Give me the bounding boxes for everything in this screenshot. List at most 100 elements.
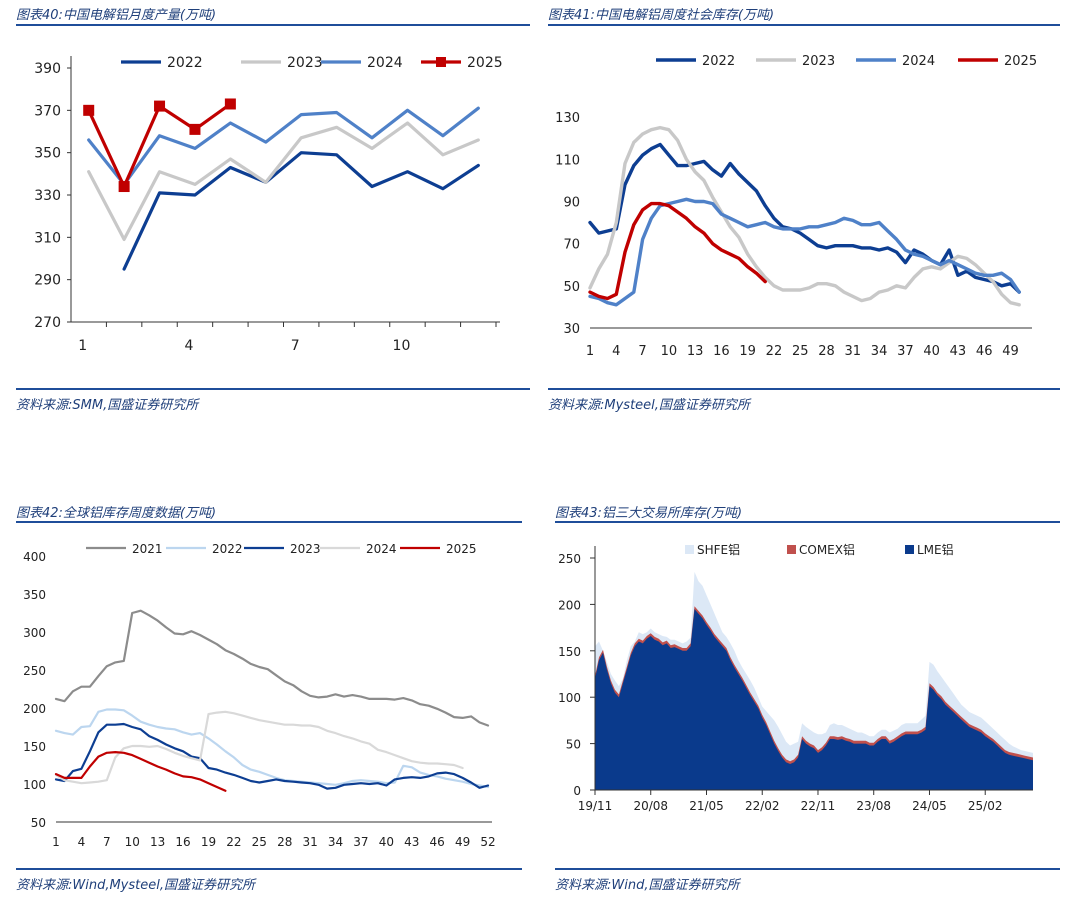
x-tick-label: 22	[226, 835, 241, 849]
series-line-2023	[588, 125, 1021, 307]
x-tick-label: 31	[302, 835, 317, 849]
chart-41: 30 50 70 90 110 130 1 4 7 10 13 16 19 22 25 28 31 34 37 40 4…	[555, 54, 1037, 359]
x-tick-label: 13	[687, 344, 704, 359]
legend-label-SHFE铝: SHFE铝	[697, 542, 740, 557]
panel-42-bottom-rule	[16, 868, 522, 870]
x-tick-label: 37	[353, 835, 368, 849]
legend-marker-2025	[436, 57, 446, 67]
x-tick-label: 28	[277, 835, 292, 849]
y-tick-label: 150	[558, 645, 581, 659]
legend-label-LME铝: LME铝	[917, 542, 954, 557]
y-tick-label: 200	[23, 702, 46, 716]
legend-label-2023: 2023	[290, 542, 321, 556]
panel-43-source: 资料来源:Wind,国盛证券研究所	[555, 878, 740, 893]
x-tick-label: 4	[78, 835, 86, 849]
y-tick-label: 350	[23, 588, 46, 602]
series-line-2022	[54, 708, 490, 789]
y-tick-label: 250	[23, 664, 46, 678]
x-tick-label: 22/11	[801, 799, 836, 813]
x-tick-label: 10	[393, 338, 411, 354]
y-tick-label: 390	[34, 61, 61, 77]
panel-43-bottom-rule	[555, 868, 1060, 870]
y-tick-label: 300	[23, 626, 46, 640]
series-line-2023	[54, 722, 490, 790]
legend-label-2024: 2024	[367, 55, 403, 71]
y-tick-label: 0	[573, 784, 581, 798]
x-tick-label: 16	[713, 344, 730, 359]
chart-43: 0 50 100 150 200 250 19/11 20/08 21/05 22/02 22/11…	[558, 542, 1033, 813]
x-tick-label: 34	[871, 344, 888, 359]
panel-40-source: 资料来源:SMM,国盛证券研究所	[16, 398, 199, 413]
legend-label-2024: 2024	[902, 54, 935, 69]
legend-label-2025: 2025	[467, 55, 503, 71]
legend-label-2022: 2022	[212, 542, 243, 556]
x-tick-label: 40	[379, 835, 394, 849]
series-line-2021	[54, 609, 490, 727]
x-tick-label: 4	[612, 344, 620, 359]
x-tick-label: 49	[455, 835, 470, 849]
data-marker-2025	[118, 181, 130, 193]
x-tick-label: 21/05	[689, 799, 724, 813]
chart-42: 50 100 150 200 250 300 350 400 1 4 7 10 13 16 19 22 25 28…	[23, 542, 496, 849]
y-tick-label: 270	[34, 315, 61, 331]
x-tick-label: 25/02	[968, 799, 1003, 813]
series-line-2023	[87, 121, 480, 241]
data-marker-2025	[189, 123, 201, 135]
x-tick-label: 16	[175, 835, 190, 849]
y-tick-label: 50	[31, 816, 46, 830]
x-tick-label: 37	[897, 344, 914, 359]
panel-41-bottom-rule	[548, 388, 1060, 390]
x-tick-label: 20/08	[633, 799, 668, 813]
x-tick-label: 23/08	[856, 799, 891, 813]
series-line-2024	[54, 710, 464, 785]
series-line-2025	[54, 751, 227, 792]
x-tick-label: 52	[480, 835, 495, 849]
panel-40-bottom-rule	[16, 388, 530, 390]
y-tick-label: 90	[563, 195, 580, 210]
panel-40-title: 图表40:中国电解铝月度产量(万吨)	[16, 8, 217, 23]
legend-label-2024: 2024	[366, 542, 397, 556]
x-tick-label: 19/11	[578, 799, 613, 813]
x-tick-label: 4	[184, 338, 193, 354]
panel-43: 图表43:铝三大交易所库存(万吨) 0 50 100 150 200 250 19/11 20…	[555, 500, 1060, 895]
y-tick-label: 130	[555, 111, 580, 126]
series-line-2024	[87, 106, 480, 186]
x-tick-label: 46	[976, 344, 993, 359]
panel-43-title: 图表43:铝三大交易所库存(万吨)	[555, 506, 743, 521]
y-tick-label: 100	[23, 778, 46, 792]
x-tick-label: 19	[201, 835, 216, 849]
y-tick-label: 50	[566, 738, 581, 752]
series-line-2022	[122, 151, 480, 271]
y-tick-label: 310	[34, 230, 61, 246]
y-tick-label: 50	[563, 280, 580, 295]
panel-42-top-rule	[16, 521, 522, 523]
series-line-2022	[588, 142, 1021, 294]
y-tick-label: 100	[558, 691, 581, 705]
x-tick-label: 10	[125, 835, 140, 849]
y-tick-label: 200	[558, 598, 581, 612]
legend-swatch-SHFE铝	[685, 545, 694, 554]
y-tick-label: 370	[34, 103, 61, 119]
y-tick-label: 30	[563, 322, 580, 337]
x-tick-label: 31	[845, 344, 862, 359]
panel-43-top-rule	[555, 521, 1060, 523]
x-tick-label: 34	[328, 835, 343, 849]
panel-41: 图表41:中国电解铝周度社会库存(万吨) 30 50 70 90 110 130 1 4 7 10…	[548, 2, 1060, 413]
panel-40-top-rule	[16, 24, 530, 26]
legend-label-2023: 2023	[802, 54, 835, 69]
x-tick-label: 22/02	[745, 799, 780, 813]
x-tick-label: 7	[638, 344, 646, 359]
x-tick-label: 28	[818, 344, 835, 359]
legend-label-2021: 2021	[132, 542, 163, 556]
y-tick-label: 350	[34, 146, 61, 162]
x-tick-label: 1	[586, 344, 594, 359]
data-marker-2025	[224, 98, 236, 110]
legend-label-2022: 2022	[702, 54, 735, 69]
x-tick-label: 7	[103, 835, 111, 849]
y-tick-label: 110	[555, 153, 580, 168]
x-tick-label: 25	[792, 344, 809, 359]
panel-41-source: 资料来源:Mysteel,国盛证券研究所	[548, 398, 750, 413]
data-marker-2025	[83, 104, 95, 116]
legend-label-2025: 2025	[1004, 54, 1037, 69]
panel-41-title: 图表41:中国电解铝周度社会库存(万吨)	[548, 8, 775, 23]
